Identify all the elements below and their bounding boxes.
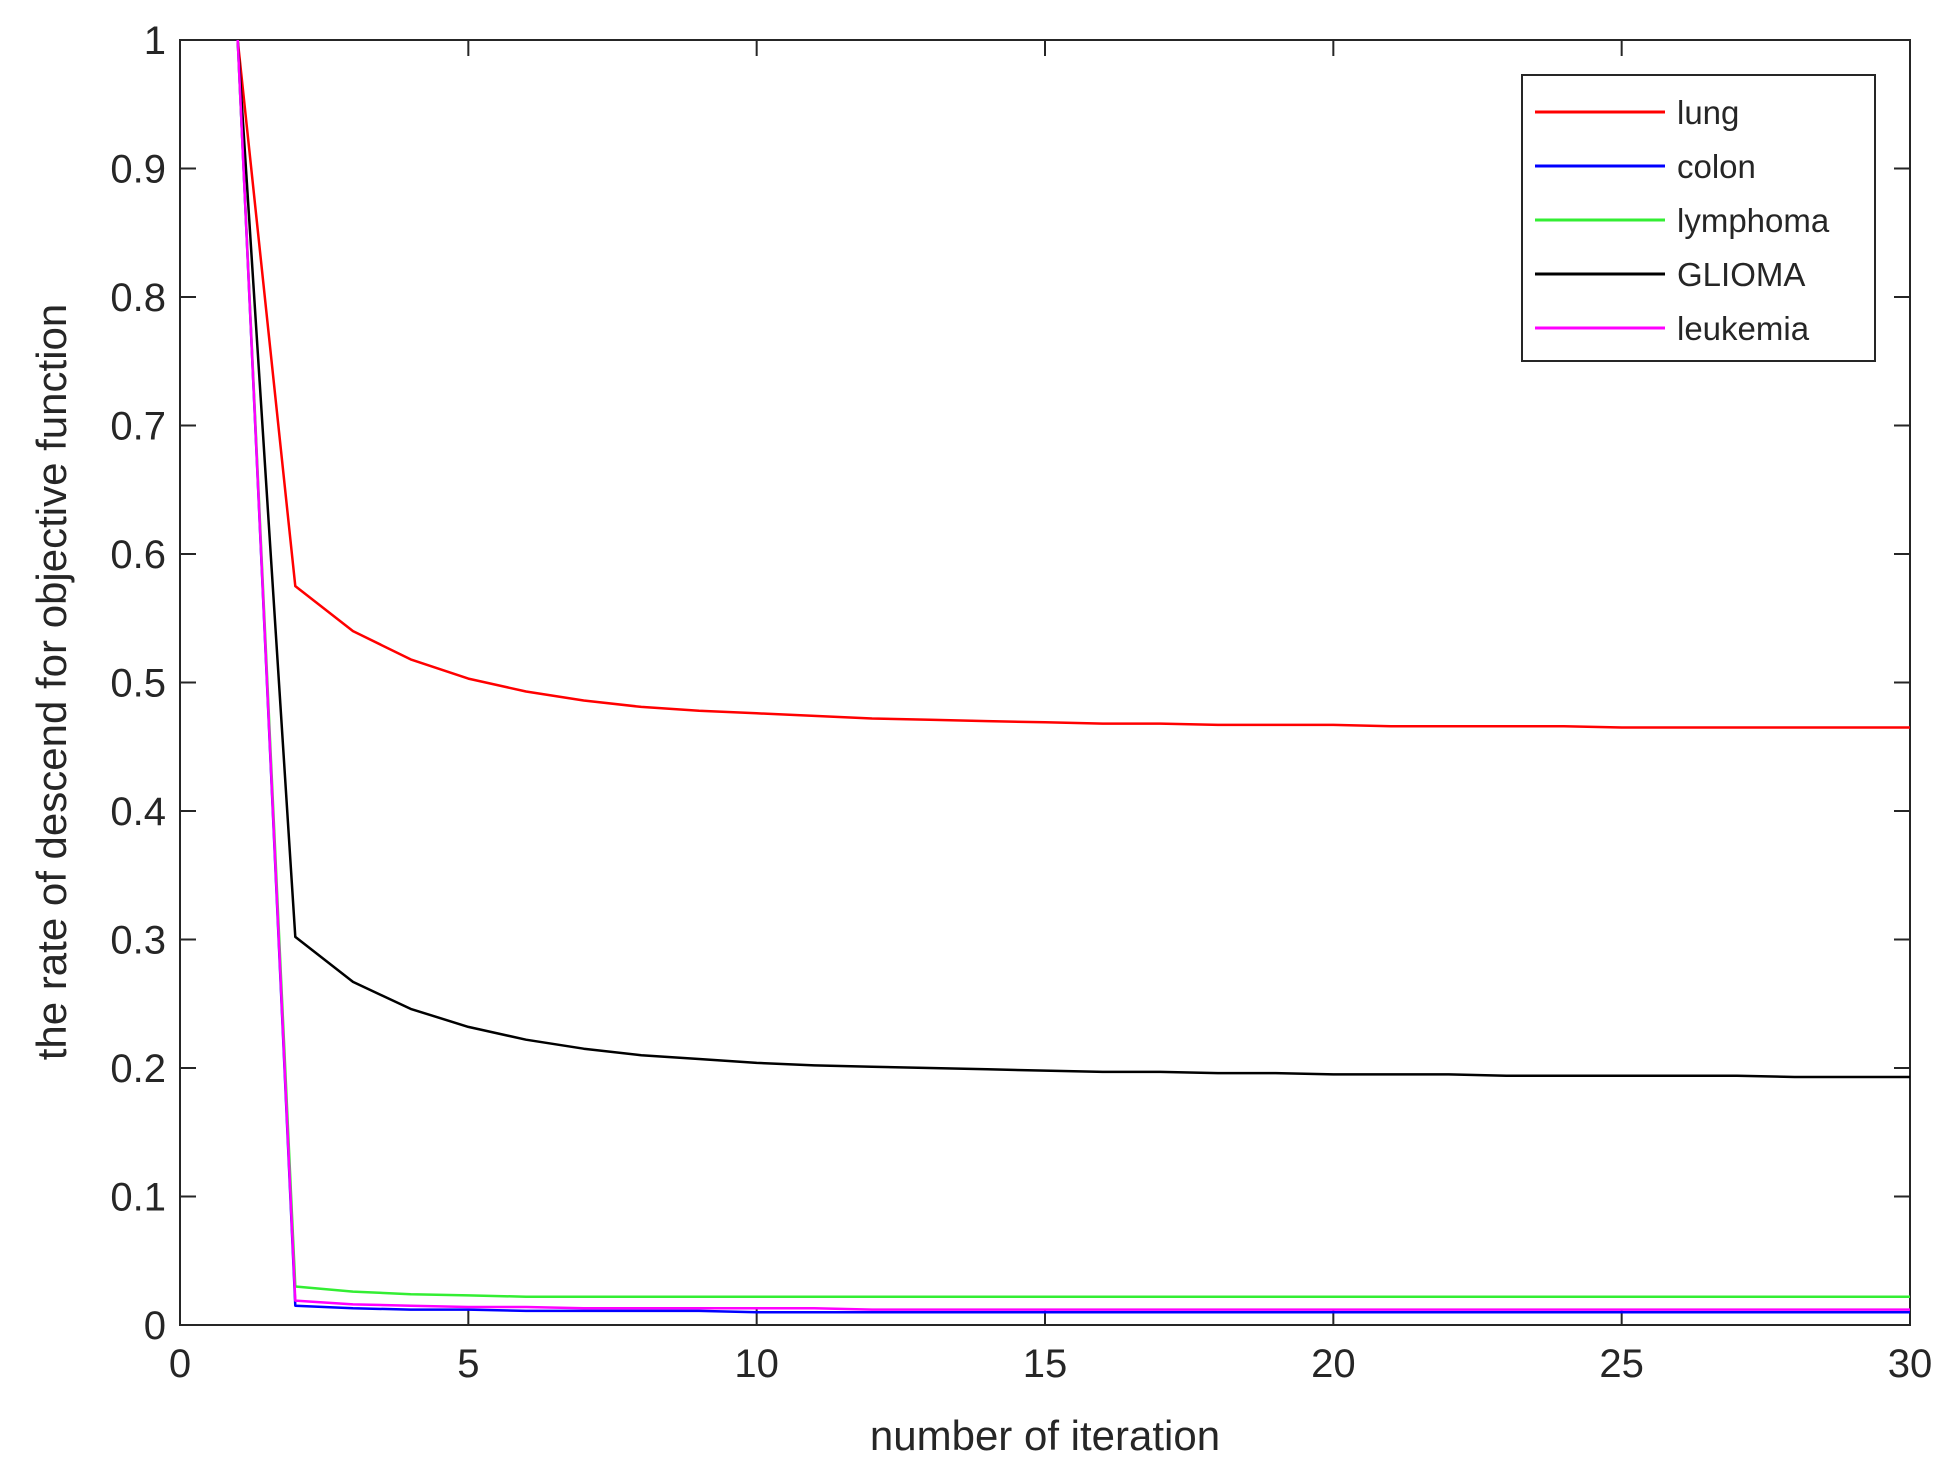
y-tick-label: 1: [144, 19, 166, 63]
legend-label: lymphoma: [1677, 202, 1830, 239]
y-tick-label: 0.5: [110, 662, 166, 706]
legend-box: [1521, 74, 1876, 362]
x-tick-label: 15: [1023, 1342, 1068, 1386]
legend-label: GLIOMA: [1677, 256, 1805, 293]
y-tick-label: 0.6: [110, 533, 166, 577]
series-line-lung: [236, 39, 1910, 729]
y-axis: 0 0.1 0.2 0.3 0.4 0.5 0.6 0.7 0.8 0.9 1: [110, 19, 1910, 1348]
series-line-colon: [236, 39, 1910, 1314]
y-tick-label: 0.4: [110, 790, 166, 834]
x-tick-label: 5: [457, 1342, 479, 1386]
y-tick-label: 0.2: [110, 1047, 166, 1091]
y-tick-label: 0.7: [110, 405, 166, 449]
series-line-glioma: [236, 39, 1910, 1079]
y-tick-label: 0.3: [110, 919, 166, 963]
y-axis-label: the rate of descend for objective functi…: [28, 304, 75, 1060]
series-line-leukemia: [236, 39, 1910, 1311]
x-axis-label: number of iteration: [870, 1412, 1220, 1459]
x-tick-label: 20: [1311, 1342, 1356, 1386]
y-tick-label: 0.9: [110, 148, 166, 192]
legend: lung colon lymphoma GLIOMA leukemia: [1521, 74, 1876, 362]
x-tick-label: 10: [734, 1342, 779, 1386]
x-tick-label: 30: [1888, 1342, 1933, 1386]
series-line-lymphoma: [236, 39, 1910, 1298]
legend-label: colon: [1677, 148, 1756, 185]
x-tick-label: 0: [169, 1342, 191, 1386]
legend-label: leukemia: [1677, 310, 1810, 347]
legend-label: lung: [1677, 94, 1739, 131]
y-tick-label: 0: [144, 1304, 166, 1348]
x-tick-label: 25: [1599, 1342, 1644, 1386]
y-tick-label: 0.1: [110, 1176, 166, 1220]
y-tick-label: 0.8: [110, 276, 166, 320]
series-lines: [236, 39, 1910, 1314]
